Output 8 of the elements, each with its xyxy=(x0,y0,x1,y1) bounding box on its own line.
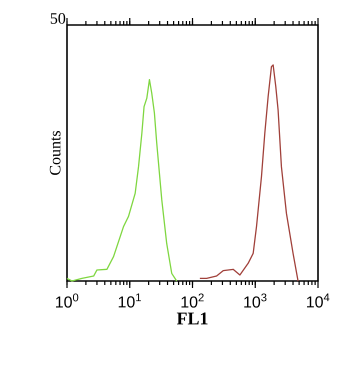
x-tick-label: 10$^{1}$ xyxy=(118,293,141,308)
x-tick-label: 10$^{0}$ xyxy=(56,293,78,308)
x-tick-label: 10$^{2}$ xyxy=(182,293,204,308)
text: 50 xyxy=(50,13,66,24)
x-tick-label: 10$^{4}$ xyxy=(307,293,330,308)
x-tick-label: 10$^{3}$ xyxy=(244,293,266,308)
x-axis-title: FL1 xyxy=(176,312,208,324)
y-axis-title: Counts xyxy=(50,130,60,175)
